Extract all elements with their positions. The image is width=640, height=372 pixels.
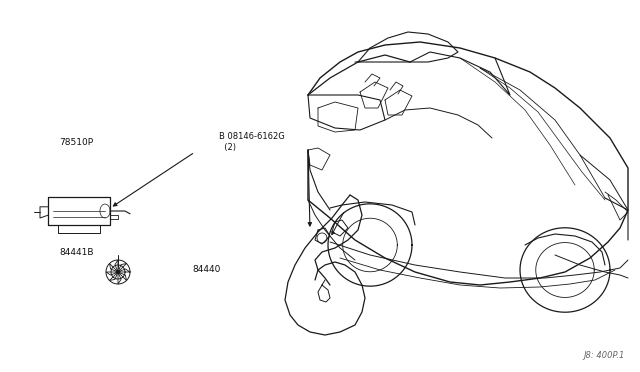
Text: B 08146-6162G
  (2): B 08146-6162G (2) <box>219 132 285 152</box>
Text: 84441B: 84441B <box>59 248 93 257</box>
Text: 84440: 84440 <box>192 265 220 274</box>
Text: J8: 400P.1: J8: 400P.1 <box>584 351 625 360</box>
Text: 78510P: 78510P <box>59 138 93 147</box>
